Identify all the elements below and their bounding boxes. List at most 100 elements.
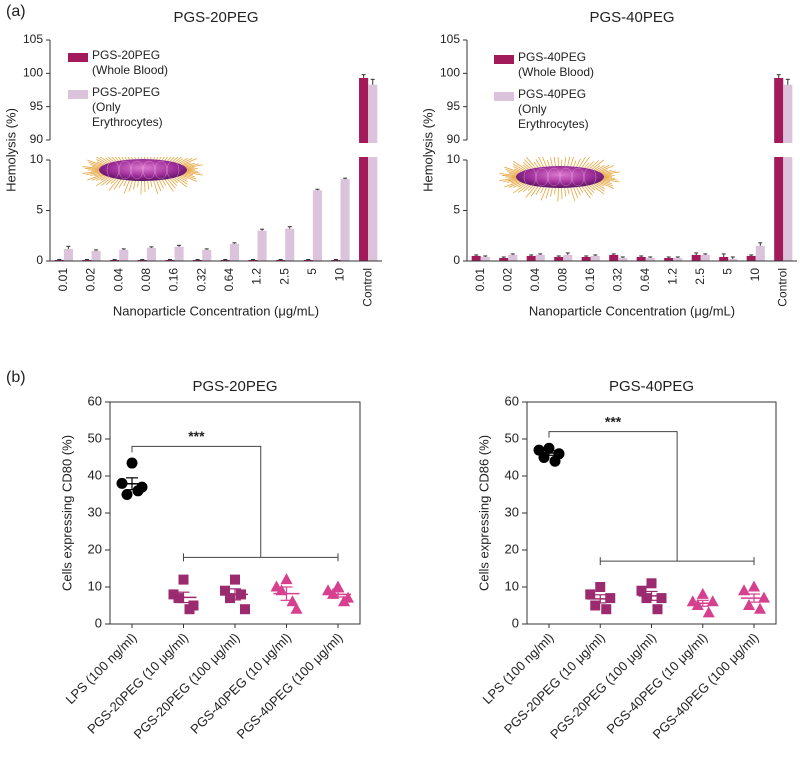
ligand [595,183,605,189]
ligand [535,186,542,196]
bar [636,256,646,261]
ligand [578,186,584,193]
ligand [186,170,198,172]
data-point [743,599,755,610]
ligand [589,160,600,170]
ligand [547,159,550,167]
y-tick-label: 0 [512,615,519,630]
chart-title: PGS-40PEG [589,9,674,26]
bar [563,254,573,261]
ligand [140,180,142,195]
legend-swatch [68,90,88,99]
ligand [540,187,547,201]
ligand [586,185,595,193]
x-tick-label: 0.08 [555,268,569,292]
ligand [518,184,529,193]
ligand [603,175,615,177]
data-point [220,585,230,596]
particle-mesh [166,160,180,180]
bar [63,248,73,261]
ligand [573,160,577,167]
x-tick-label: 5 [720,268,734,275]
legend-label: PGS-20PEG (Whole Blood) [92,48,169,77]
y-axis-label: Hemolysis (%) [3,108,18,192]
data-point [184,604,195,615]
ligand [183,174,197,180]
ligand [87,174,103,181]
ligand [176,176,188,185]
chart-title: PGS-20PEG [192,378,277,395]
ligand [525,185,536,198]
y-tick-label: 10 [505,578,519,593]
bar [303,259,313,261]
bar [499,257,509,261]
data-point [595,582,606,592]
ligand [90,164,101,168]
ligand [512,163,525,171]
ligand [597,182,605,187]
ligand [105,177,114,186]
ligand [92,165,101,169]
bar [312,190,322,261]
ligand [507,179,518,183]
data-point [338,595,350,607]
data-point [280,573,293,585]
x-tick-label: 0.16 [167,268,181,292]
ligand [88,162,102,167]
ligand [509,172,518,176]
ligand [183,162,191,166]
bar [554,256,564,261]
ligand [513,166,523,172]
x-tick-label: 0.04 [111,268,125,292]
ligand [133,180,136,190]
ligand [557,187,559,202]
ligand [591,159,605,170]
significance-bracket [183,553,339,562]
bar [276,259,286,261]
bar [618,257,628,261]
ligand [584,162,590,169]
data-point [738,584,750,596]
ligand [176,158,184,164]
ligand [86,171,101,176]
data-point [641,593,652,604]
ligand [503,178,518,183]
bar [368,84,378,262]
bar [664,257,674,261]
y-axis-label: Hemolysis (%) [420,108,435,192]
ligand [601,169,612,174]
y-tick-label: 100 [440,66,460,80]
y-tick-label: 40 [88,467,102,482]
ligand [156,180,162,192]
data-point [585,589,596,600]
legend-label: PGS-40PEG (Only Erythrocytes) [518,87,589,131]
ligand [180,157,193,165]
y-axis-label: Cells expressing CD86 (%) [476,435,491,591]
data-point [636,585,647,596]
ligand [554,187,556,195]
bar [110,259,120,261]
ligand [174,177,188,188]
ligand [508,181,522,188]
legend-swatch [68,53,88,62]
bar [535,254,545,261]
ligand [137,180,139,188]
ligand [584,185,593,196]
ligand [550,157,553,167]
ligand [600,181,614,187]
ligand [185,171,203,176]
ligand [95,156,108,164]
ligand [522,184,531,193]
data-point [178,574,189,585]
y-tick-label: 5 [453,203,460,217]
x-tick-label: PGS-20PEG (100 μg/ml) [547,630,659,742]
data-point [327,587,339,599]
data-point [290,602,303,614]
ligand [161,179,167,186]
ligand [164,179,174,192]
ligand [186,171,201,174]
ligand [550,187,553,197]
ligand [181,174,198,182]
ligand [499,178,517,181]
